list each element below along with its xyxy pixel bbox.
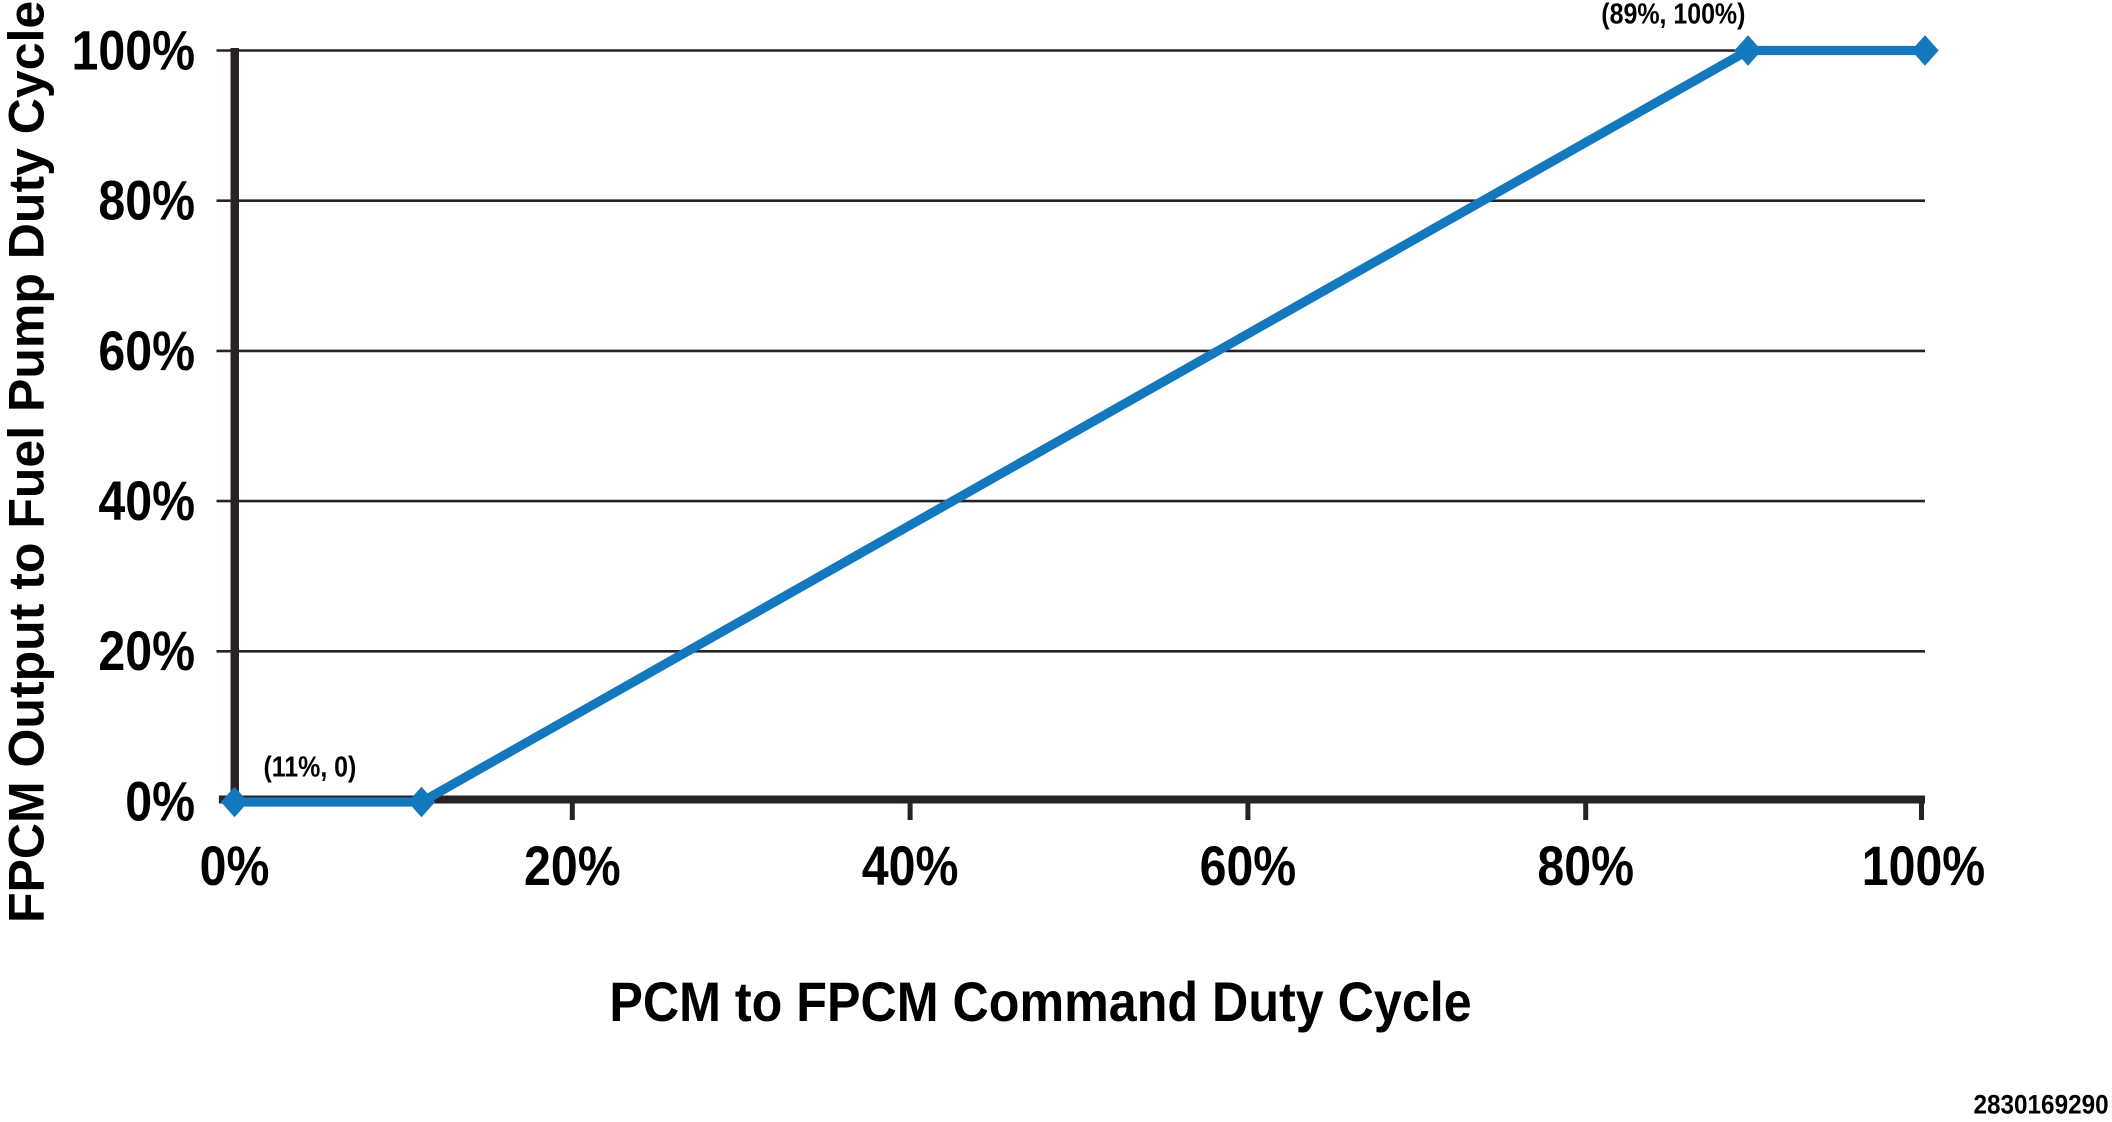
svg-text:20%: 20% bbox=[524, 836, 621, 898]
svg-text:2830169290: 2830169290 bbox=[1974, 1090, 2109, 1119]
svg-text:(89%, 100%): (89%, 100%) bbox=[1601, 0, 1745, 30]
svg-text:20%: 20% bbox=[98, 621, 195, 683]
svg-text:80%: 80% bbox=[98, 171, 195, 233]
svg-text:60%: 60% bbox=[98, 321, 195, 383]
svg-text:100%: 100% bbox=[1862, 836, 1985, 898]
svg-text:80%: 80% bbox=[1537, 836, 1634, 898]
svg-text:(11%, 0): (11%, 0) bbox=[264, 751, 357, 783]
svg-text:PCM to FPCM Command Duty Cycle: PCM to FPCM Command Duty Cycle bbox=[609, 972, 1471, 1034]
svg-text:60%: 60% bbox=[1200, 836, 1297, 898]
svg-text:100%: 100% bbox=[72, 20, 195, 82]
svg-text:40%: 40% bbox=[862, 836, 959, 898]
svg-text:0%: 0% bbox=[125, 771, 195, 833]
svg-text:0%: 0% bbox=[200, 836, 270, 898]
svg-text:FPCM Output to Fuel Pump Duty: FPCM Output to Fuel Pump Duty Cycle bbox=[0, 1, 55, 923]
svg-text:40%: 40% bbox=[98, 471, 195, 533]
